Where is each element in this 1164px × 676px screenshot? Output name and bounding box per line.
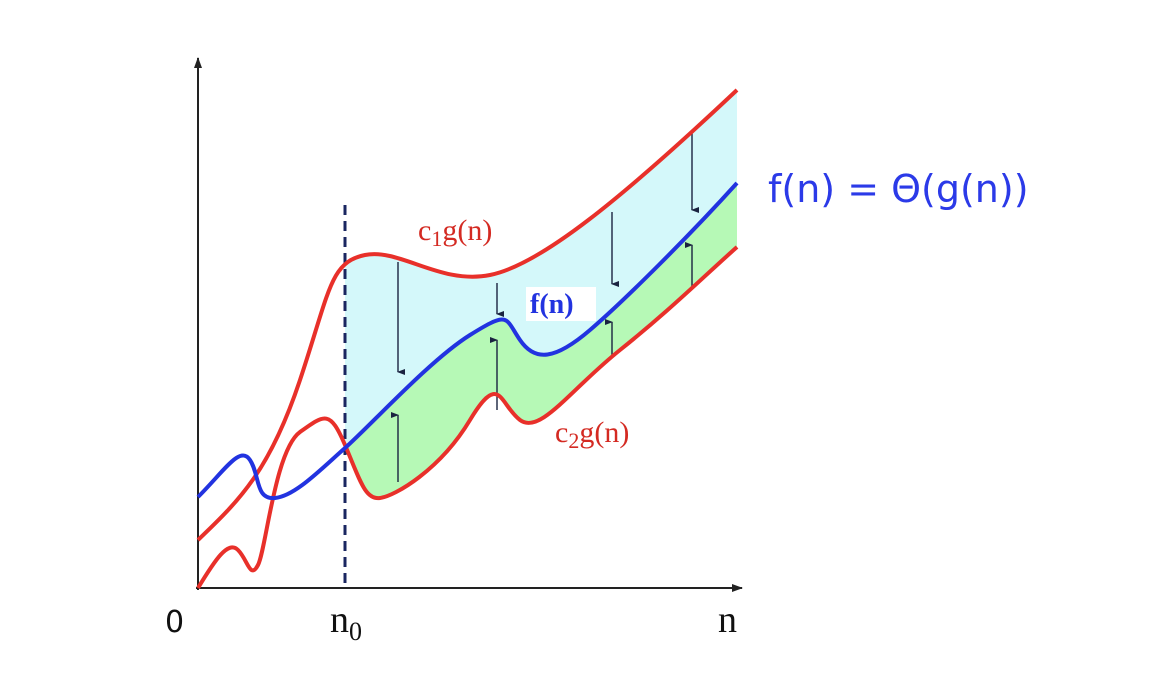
label-part: c [555, 416, 568, 449]
label-part: n [330, 599, 349, 641]
f-curve [196, 181, 739, 501]
upper-bound-curve [196, 88, 739, 542]
formula: f(n) = Θ(g(n)) [768, 167, 1029, 211]
white-fill [345, 247, 737, 588]
n-label: n [718, 599, 737, 641]
label-part: g(n) [579, 416, 629, 449]
lower-label: c2g(n) [555, 416, 629, 453]
f-label: f(n) [530, 289, 574, 320]
n0-label: n0 [330, 599, 362, 646]
label-sub: 2 [568, 428, 579, 453]
lower-bound-curve [196, 245, 739, 590]
origin-label: 0 [165, 605, 184, 640]
label-part: c [418, 214, 431, 247]
label-sub: 1 [431, 226, 442, 251]
upper-label: c1g(n) [418, 214, 492, 251]
arrows [391, 130, 699, 482]
label-background [526, 287, 596, 321]
label-part: g(n) [442, 214, 492, 247]
region-fills [345, 90, 737, 588]
label-sub: 0 [349, 617, 362, 646]
